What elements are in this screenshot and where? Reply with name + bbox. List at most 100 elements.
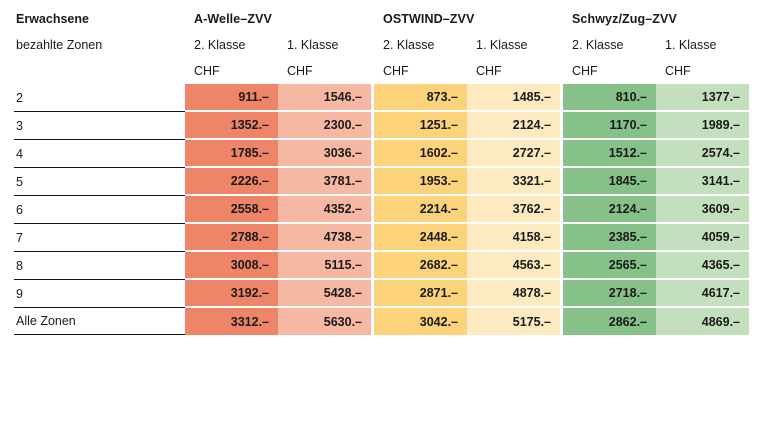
corner-blank [14, 58, 185, 84]
column-header-a-welle-class2: 2. Klasse [194, 38, 246, 52]
cell-ostwind-class2: 3042.– [374, 308, 467, 335]
cell-ostwind-class1: 3762.– [467, 196, 560, 224]
group-gap [560, 6, 563, 32]
currency-a-welle-class2: CHF [194, 64, 220, 78]
cell-schwyz-class2: 2385.– [563, 224, 656, 252]
row-label: 4 [14, 140, 185, 168]
cell-schwyz-class2: 2718.– [563, 280, 656, 308]
cell-ostwind-class1: 1485.– [467, 84, 560, 112]
group-gap [560, 308, 563, 335]
row-label: 3 [14, 112, 185, 140]
cell-a-welle-class1: 3036.– [278, 140, 371, 168]
cell-schwyz-class1: 3609.– [656, 196, 749, 224]
table-row: 2 911.– 1546.– 873.– 1485.– 810.– 1377.– [14, 84, 749, 112]
group-gap [371, 252, 374, 280]
cell-a-welle-class2: 3192.– [185, 280, 278, 308]
column-header-ostwind-class2: 2. Klasse [383, 38, 435, 52]
group-gap [560, 252, 563, 280]
group-gap [371, 6, 374, 32]
header-row-classes: bezahlte Zonen 2. Klasse 1. Klasse 2. Kl… [14, 32, 749, 58]
row-label: 5 [14, 168, 185, 196]
cell-schwyz-class2: 810.– [563, 84, 656, 112]
cell-a-welle-class2: 2226.– [185, 168, 278, 196]
cell-a-welle-class2: 911.– [185, 84, 278, 112]
row-label: 9 [14, 280, 185, 308]
table-row: 9 3192.– 5428.– 2871.– 4878.– 2718.– 461… [14, 280, 749, 308]
cell-ostwind-class2: 2682.– [374, 252, 467, 280]
cell-schwyz-class1: 4365.– [656, 252, 749, 280]
currency-schwyz-class1: CHF [665, 64, 691, 78]
cell-schwyz-class2: 2862.– [563, 308, 656, 335]
group-gap [371, 224, 374, 252]
table-row: 7 2788.– 4738.– 2448.– 4158.– 2385.– 405… [14, 224, 749, 252]
table-row: 8 3008.– 5115.– 2682.– 4563.– 2565.– 436… [14, 252, 749, 280]
header-row-currency: CHF CHF CHF CHF CHF CHF [14, 58, 749, 84]
group-gap [371, 84, 374, 112]
group-header-ostwind: OSTWIND–ZVV [383, 12, 475, 26]
cell-ostwind-class1: 5175.– [467, 308, 560, 335]
cell-ostwind-class1: 2124.– [467, 112, 560, 140]
cell-a-welle-class1: 2300.– [278, 112, 371, 140]
cell-a-welle-class1: 3781.– [278, 168, 371, 196]
group-gap [560, 196, 563, 224]
cell-schwyz-class2: 1845.– [563, 168, 656, 196]
group-gap [371, 140, 374, 168]
row-label: Alle Zonen [14, 308, 185, 335]
group-header-schwyz-zug: Schwyz/Zug–ZVV [572, 12, 677, 26]
group-gap [371, 196, 374, 224]
column-header-a-welle-class1: 1. Klasse [287, 38, 339, 52]
table-row: 6 2558.– 4352.– 2214.– 3762.– 2124.– 360… [14, 196, 749, 224]
cell-schwyz-class1: 3141.– [656, 168, 749, 196]
cell-schwyz-class2: 1512.– [563, 140, 656, 168]
cell-schwyz-class2: 2565.– [563, 252, 656, 280]
group-gap [560, 32, 563, 58]
group-gap [560, 280, 563, 308]
cell-a-welle-class1: 4352.– [278, 196, 371, 224]
cell-schwyz-class1: 4869.– [656, 308, 749, 335]
group-gap [371, 32, 374, 58]
cell-a-welle-class2: 2788.– [185, 224, 278, 252]
corner-subtitle: bezahlte Zonen [14, 32, 185, 58]
cell-schwyz-class2: 1170.– [563, 112, 656, 140]
cell-ostwind-class1: 4563.– [467, 252, 560, 280]
cell-ostwind-class1: 4158.– [467, 224, 560, 252]
group-header-a-welle: A-Welle–ZVV [194, 12, 272, 26]
currency-ostwind-class2: CHF [383, 64, 409, 78]
row-label: 2 [14, 84, 185, 112]
cell-a-welle-class2: 3008.– [185, 252, 278, 280]
cell-ostwind-class2: 873.– [374, 84, 467, 112]
cell-a-welle-class2: 2558.– [185, 196, 278, 224]
column-header-ostwind-class1: 1. Klasse [476, 38, 528, 52]
cell-a-welle-class1: 5115.– [278, 252, 371, 280]
cell-ostwind-class2: 2214.– [374, 196, 467, 224]
table-row: 3 1352.– 2300.– 1251.– 2124.– 1170.– 198… [14, 112, 749, 140]
row-label: 7 [14, 224, 185, 252]
cell-schwyz-class1: 1377.– [656, 84, 749, 112]
group-gap [560, 84, 563, 112]
currency-a-welle-class1: CHF [287, 64, 313, 78]
group-gap [560, 58, 563, 84]
cell-ostwind-class1: 2727.– [467, 140, 560, 168]
group-gap [560, 224, 563, 252]
cell-schwyz-class2: 2124.– [563, 196, 656, 224]
cell-schwyz-class1: 4059.– [656, 224, 749, 252]
cell-ostwind-class2: 1602.– [374, 140, 467, 168]
group-gap [371, 168, 374, 196]
cell-schwyz-class1: 2574.– [656, 140, 749, 168]
cell-a-welle-class2: 1352.– [185, 112, 278, 140]
cell-ostwind-class1: 3321.– [467, 168, 560, 196]
corner-title: Erwachsene [14, 6, 185, 32]
group-gap [560, 112, 563, 140]
cell-ostwind-class1: 4878.– [467, 280, 560, 308]
table-row: Alle Zonen 3312.– 5630.– 3042.– 5175.– 2… [14, 308, 749, 335]
cell-schwyz-class1: 1989.– [656, 112, 749, 140]
cell-a-welle-class2: 3312.– [185, 308, 278, 335]
cell-a-welle-class1: 5630.– [278, 308, 371, 335]
cell-a-welle-class1: 5428.– [278, 280, 371, 308]
currency-ostwind-class1: CHF [476, 64, 502, 78]
table-row: 5 2226.– 3781.– 1953.– 3321.– 1845.– 314… [14, 168, 749, 196]
cell-a-welle-class1: 1546.– [278, 84, 371, 112]
row-label: 8 [14, 252, 185, 280]
group-gap [371, 280, 374, 308]
